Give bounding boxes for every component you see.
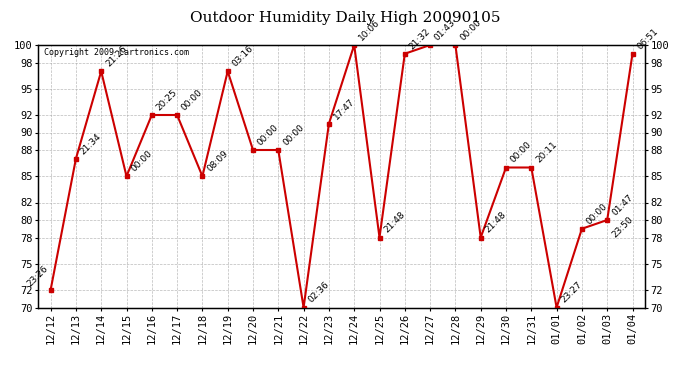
- Text: 10:06: 10:06: [357, 18, 382, 42]
- Text: 00:00: 00:00: [458, 18, 483, 42]
- Text: 23:27: 23:27: [560, 280, 584, 305]
- Text: 23:26: 23:26: [26, 264, 50, 289]
- Text: 00:00: 00:00: [256, 123, 280, 147]
- Text: 21:48: 21:48: [382, 210, 407, 235]
- Text: 00:00: 00:00: [509, 140, 533, 165]
- Text: 20:11: 20:11: [534, 140, 559, 165]
- Text: 00:00: 00:00: [281, 123, 306, 147]
- Text: 01:43: 01:43: [433, 18, 457, 42]
- Text: 02:36: 02:36: [306, 280, 331, 305]
- Text: 00:00: 00:00: [129, 149, 154, 174]
- Text: 21:34: 21:34: [79, 132, 103, 156]
- Text: Outdoor Humidity Daily High 20090105: Outdoor Humidity Daily High 20090105: [190, 11, 500, 25]
- Text: 17:47: 17:47: [332, 96, 356, 121]
- Text: 03:16: 03:16: [230, 44, 255, 69]
- Text: 08:09: 08:09: [205, 149, 230, 174]
- Text: 20:25: 20:25: [155, 88, 179, 112]
- Text: 21:26: 21:26: [104, 44, 128, 69]
- Text: 06:51: 06:51: [635, 26, 660, 51]
- Text: 00:00: 00:00: [584, 201, 609, 226]
- Text: 00:00: 00:00: [180, 87, 204, 112]
- Text: Copyright 2009 Cartronics.com: Copyright 2009 Cartronics.com: [44, 48, 189, 57]
- Text: 21:32: 21:32: [408, 27, 432, 51]
- Text: 21:48: 21:48: [484, 210, 508, 235]
- Text: 23:50: 23:50: [610, 215, 635, 240]
- Text: 01:47: 01:47: [610, 193, 635, 217]
